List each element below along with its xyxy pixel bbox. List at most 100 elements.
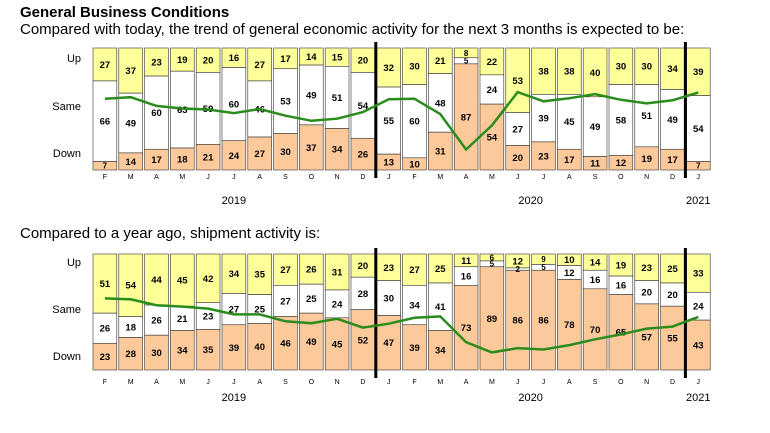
data-label-up: 16 <box>229 53 240 64</box>
data-label-same: 12 <box>564 268 575 279</box>
page-title: General Business Conditions <box>20 4 230 21</box>
data-label-same: 30 <box>383 294 394 305</box>
data-label-down: 70 <box>590 325 601 336</box>
data-label-up: 19 <box>177 55 188 66</box>
data-label-down: 30 <box>151 348 162 359</box>
data-label-down: 55 <box>667 334 678 345</box>
bar-down-segment <box>428 131 453 171</box>
data-label-down: 24 <box>229 151 240 162</box>
chart-1-title: Compared with today, the trend of genera… <box>20 21 685 38</box>
row-label-up: Up <box>67 257 81 269</box>
bar-down-segment <box>273 316 298 371</box>
data-label-up: 23 <box>151 57 162 68</box>
month-tick-label: A <box>257 174 262 181</box>
data-label-same: 58 <box>616 115 627 126</box>
month-tick-label: M <box>437 379 443 386</box>
month-tick-label: J <box>516 379 520 386</box>
bar-down-segment <box>170 147 195 171</box>
month-tick-label: J <box>516 174 520 181</box>
data-label-up: 26 <box>306 265 317 276</box>
data-label-up: 12 <box>512 256 523 267</box>
bar-down-segment <box>92 161 118 171</box>
data-label-down: 10 <box>409 159 420 170</box>
data-label-up: 34 <box>667 64 678 75</box>
month-tick-label: F <box>412 174 416 181</box>
data-label-down: 34 <box>332 145 343 156</box>
data-label-up: 35 <box>254 270 265 281</box>
data-label-down: 35 <box>203 345 214 356</box>
row-label-down: Down <box>53 148 81 160</box>
month-tick-label: O <box>618 379 624 386</box>
data-label-same: 54 <box>693 124 704 135</box>
data-label-down: 47 <box>383 338 394 349</box>
data-label-same: 24 <box>332 299 343 310</box>
month-tick-label: O <box>309 174 315 181</box>
data-label-same: 20 <box>667 290 678 301</box>
row-label-down: Down <box>53 351 81 363</box>
bar-down-segment <box>557 148 582 171</box>
data-label-same: 24 <box>693 302 704 313</box>
month-tick-label: A <box>154 174 159 181</box>
data-label-same: 39 <box>538 114 549 125</box>
bar-down-segment <box>273 133 298 171</box>
month-tick-label: M <box>128 379 134 386</box>
data-label-down: 13 <box>383 157 394 168</box>
data-label-down: 19 <box>641 154 652 165</box>
data-label-up: 30 <box>641 62 652 73</box>
data-label-up: 42 <box>203 274 214 285</box>
data-label-up: 30 <box>616 62 627 73</box>
data-label-same: 45 <box>564 117 575 128</box>
data-label-down: 18 <box>177 154 188 165</box>
data-label-same: 49 <box>667 115 678 126</box>
data-label-down: 73 <box>461 323 472 334</box>
bar-down-segment <box>634 303 659 371</box>
data-label-down: 20 <box>512 153 523 164</box>
bar-down-segment <box>324 128 350 171</box>
data-label-up: 15 <box>332 53 343 64</box>
data-label-same: 21 <box>177 314 188 325</box>
data-label-down: 49 <box>306 337 317 348</box>
data-label-same: 25 <box>254 305 265 316</box>
month-tick-label: J <box>387 174 391 181</box>
data-label-down: 39 <box>229 343 240 354</box>
data-label-same: 16 <box>461 271 472 282</box>
bar-down-segment <box>195 144 221 171</box>
data-label-same: 23 <box>203 311 214 322</box>
year-label: 2020 <box>518 392 542 404</box>
bar-down-segment <box>479 266 505 371</box>
bar-down-segment <box>247 323 272 371</box>
data-label-up: 44 <box>151 275 162 286</box>
data-label-up: 11 <box>461 256 472 267</box>
bar-down-segment <box>92 343 118 371</box>
data-label-same: 28 <box>358 289 369 300</box>
month-tick-label: A <box>567 379 572 386</box>
data-label-down: 23 <box>538 151 549 162</box>
data-label-same: 49 <box>306 90 317 101</box>
row-label-same: Same <box>52 304 81 316</box>
bar-down-segment <box>634 146 659 171</box>
month-tick-label: A <box>154 379 159 386</box>
data-label-up: 54 <box>125 281 136 292</box>
row-label-up: Up <box>67 53 81 65</box>
bar-down-segment <box>144 148 169 171</box>
month-tick-label: D <box>670 174 675 181</box>
month-tick-label: A <box>464 379 469 386</box>
data-label-same: 41 <box>435 302 446 313</box>
data-label-up: 38 <box>538 67 549 78</box>
data-label-up: 40 <box>590 68 601 79</box>
month-tick-label: S <box>593 379 598 386</box>
data-label-same: 20 <box>641 288 652 299</box>
data-label-up: 6 <box>490 253 495 262</box>
data-label-down: 89 <box>487 314 498 325</box>
data-label-up: 39 <box>693 67 704 78</box>
year-label: 2021 <box>686 392 710 404</box>
data-label-up: 9 <box>541 255 546 264</box>
data-label-down: 54 <box>487 132 498 143</box>
data-label-down: 87 <box>461 112 472 123</box>
data-label-same: 5 <box>541 263 546 272</box>
month-tick-label: A <box>257 379 262 386</box>
data-label-same: 49 <box>590 122 601 133</box>
month-tick-label: A <box>464 174 469 181</box>
data-label-down: 57 <box>641 332 652 343</box>
month-tick-label: J <box>232 379 236 386</box>
